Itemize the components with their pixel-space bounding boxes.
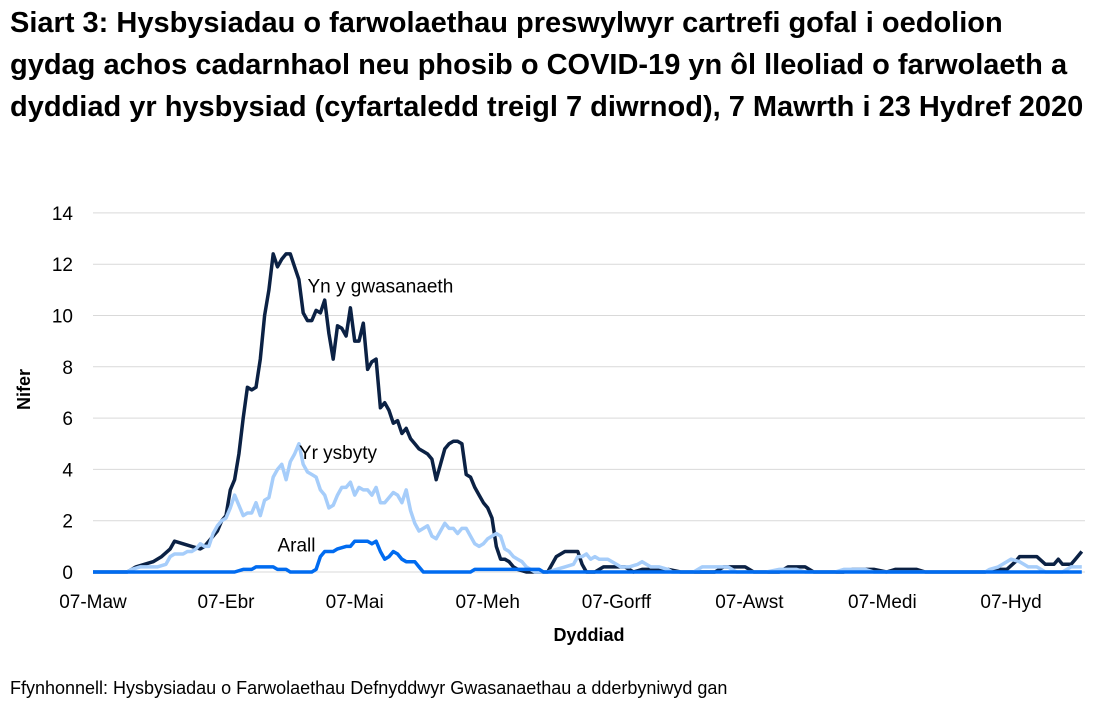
y-axis-ticks: 0 2 4 6 8 10 12 14: [52, 204, 74, 584]
x-tick-label: 07-Maw: [59, 592, 127, 613]
series-label: Arall: [277, 535, 315, 556]
y-tick-label: 10: [52, 307, 73, 328]
y-axis-title: Nifer: [14, 368, 34, 410]
y-tick-label: 12: [52, 255, 73, 276]
y-tick-label: 8: [62, 358, 73, 379]
x-axis-ticks: 07-Maw 07-Ebr 07-Mai 07-Meh 07-Gorff 07-Awst 0…: [59, 592, 1041, 613]
series-lines: [93, 252, 1084, 574]
y-tick-label: 0: [62, 563, 73, 584]
x-tick-label: 07-Meh: [455, 592, 519, 613]
y-tick-label: 6: [62, 409, 73, 430]
x-tick-label: 07-Awst: [715, 592, 784, 613]
series-line: [93, 539, 1082, 574]
y-tick-label: 2: [62, 512, 73, 533]
x-tick-label: 07-Gorff: [582, 592, 652, 613]
source-note: Ffynhonnell: Hysbysiadau o Farwolaethau …: [10, 678, 728, 698]
series-label: Yr ysbyty: [299, 443, 378, 464]
chart-title: Siart 3: Hysbysiadau o farwolaethau pres…: [10, 7, 1084, 123]
series-labels: Yn y gwasanaeth Yr ysbyty Arall: [277, 276, 453, 556]
gridlines: [93, 212, 1085, 573]
x-tick-label: 07-Ebr: [197, 592, 255, 613]
x-axis-title: Dyddiad: [553, 625, 624, 645]
x-tick-label: 07-Hyd: [980, 592, 1041, 613]
x-tick-label: 07-Medi: [848, 592, 917, 613]
y-tick-label: 14: [52, 204, 74, 225]
x-tick-label: 07-Mai: [326, 592, 384, 613]
series-line: [93, 252, 1084, 574]
series-line: [93, 442, 1082, 574]
series-label: Yn y gwasanaeth: [308, 276, 454, 297]
y-tick-label: 4: [62, 460, 73, 481]
